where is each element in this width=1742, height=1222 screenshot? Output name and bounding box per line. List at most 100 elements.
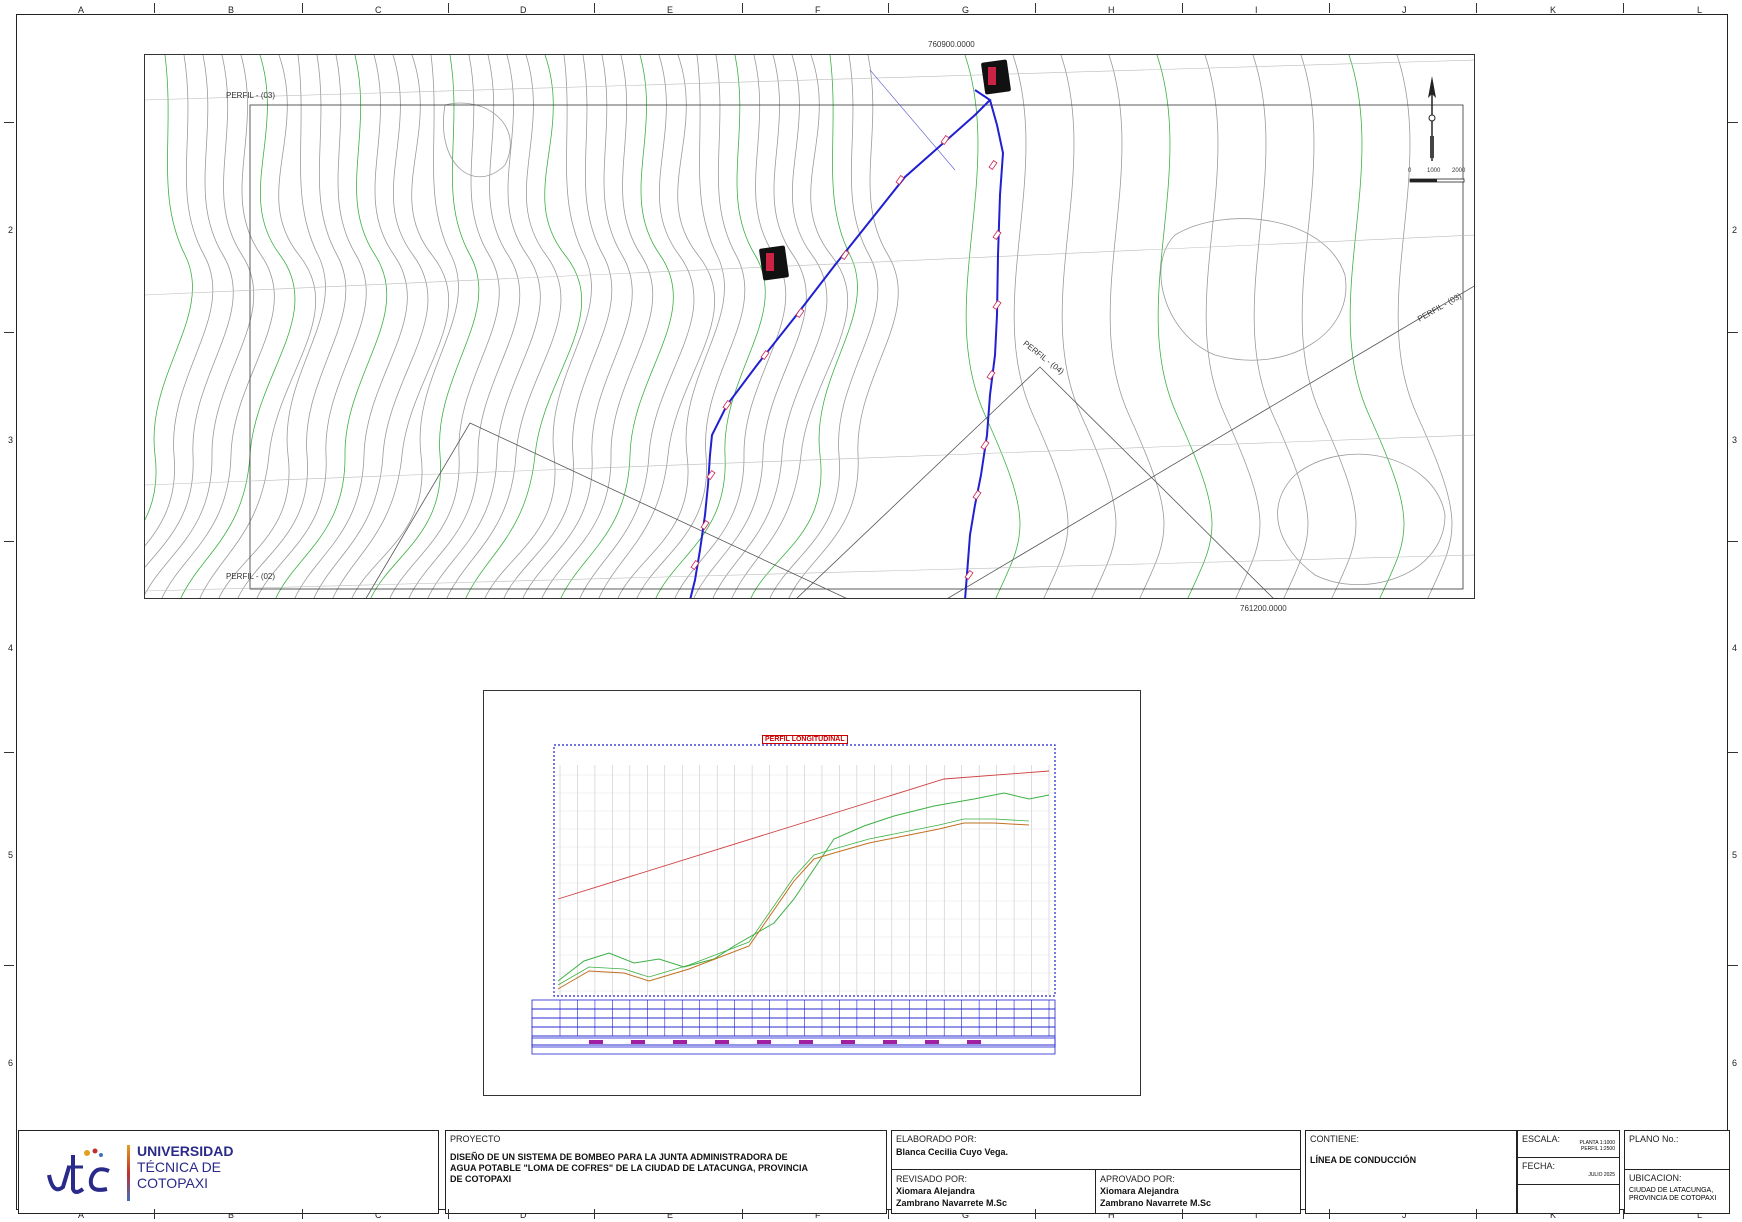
contour-line — [1204, 55, 1261, 598]
station-marker — [988, 160, 998, 170]
contour-line — [636, 55, 746, 598]
section-line — [796, 366, 1274, 598]
pipe-crown-line — [557, 818, 1030, 986]
contour-line — [1396, 55, 1453, 598]
station-marker — [986, 370, 996, 380]
column-label: E — [667, 1210, 674, 1220]
grid-tick — [4, 541, 14, 542]
plano-cell: PLANO No.: — [1624, 1130, 1730, 1170]
pipe-route-2 — [964, 99, 1005, 598]
column-label: G — [962, 1210, 970, 1220]
ubicacion-cell: UBICACION: CIUDAD DE LATACUNGA, PROVINCI… — [1624, 1169, 1730, 1214]
coordinate-top: 760900.0000 — [928, 40, 975, 49]
contour-line — [145, 55, 234, 568]
revisado-label: REVISADO POR: — [896, 1174, 968, 1184]
logo-cell: UNIVERSIDAD TÉCNICA DE COTOPAXI — [18, 1130, 439, 1214]
contour-line — [788, 55, 899, 598]
grid-tick — [888, 3, 889, 13]
grid-tick — [4, 122, 14, 123]
pipe-segment-label — [715, 1040, 729, 1044]
column-label: J — [1402, 1210, 1407, 1220]
contour-line — [256, 55, 367, 598]
terrain-line — [557, 792, 1050, 982]
contour-line — [389, 55, 500, 598]
contour-line — [731, 55, 849, 598]
profile-table-row — [531, 1037, 1056, 1048]
profile-table-row — [531, 1008, 1056, 1019]
column-label: I — [1255, 1210, 1258, 1220]
profile-table-row — [531, 1044, 1056, 1055]
grid-tick — [1728, 965, 1738, 966]
row-label: 5 — [8, 850, 14, 860]
column-label: C — [375, 5, 382, 15]
profile-table-row — [531, 1017, 1056, 1028]
contour-line — [427, 55, 541, 598]
grid-tick — [1182, 3, 1183, 13]
contour-line — [199, 55, 317, 598]
revisado-value-2: Zambrano Navarrete M.Sc — [896, 1198, 1008, 1208]
grid-tick — [448, 1209, 449, 1219]
pipe-segment-label — [631, 1040, 645, 1044]
logo-text-line2: TÉCNICA DE — [137, 1159, 222, 1175]
contour-line — [674, 55, 787, 598]
column-label: D — [520, 1210, 527, 1220]
plano-label: PLANO No.: — [1629, 1134, 1679, 1144]
elaborado-value: Blanca Cecilia Cuyo Vega. — [896, 1147, 1009, 1157]
contour-line — [237, 55, 347, 598]
column-label: A — [78, 1210, 85, 1220]
station-marker — [980, 440, 990, 450]
grid-tick — [1476, 1209, 1477, 1219]
coordinate-bottom: 761200.0000 — [1240, 604, 1287, 613]
station-marker — [992, 230, 1002, 240]
revisado-value-1: Xiomara Alejandra — [896, 1186, 975, 1196]
contour-line — [443, 102, 511, 177]
station-marker — [992, 300, 1002, 310]
ubicacion-value: CIUDAD DE LATACUNGA, PROVINCIA DE COTOPA… — [1629, 1187, 1717, 1202]
aprobado-label: APROVADO POR: — [1100, 1174, 1175, 1184]
column-label: F — [815, 5, 821, 15]
contour-line — [522, 55, 633, 598]
contour-line — [1156, 55, 1213, 598]
hydraulic-grade-line — [557, 770, 1050, 900]
fecha-cell: FECHA: JULIO 2025 — [1517, 1157, 1620, 1185]
grid-tick — [4, 752, 14, 753]
pipe-segment-label — [757, 1040, 771, 1044]
logo-text-line1: UNIVERSIDAD — [137, 1143, 234, 1159]
contour-line — [617, 55, 725, 598]
contour-line — [180, 55, 296, 598]
column-label: K — [1550, 5, 1557, 15]
column-label: A — [78, 5, 85, 15]
grid-tick — [1623, 1209, 1624, 1219]
escala-value-1: PLANTA 1:1000 — [1579, 1140, 1616, 1146]
contour-map — [145, 55, 1474, 598]
contour-line — [712, 55, 828, 598]
grid-tick — [154, 1209, 155, 1219]
profile-label-03: PERFIL - (03) — [226, 91, 276, 100]
contour-line — [541, 55, 654, 598]
contour-line — [275, 55, 388, 598]
contour-line — [693, 55, 807, 598]
contour-line — [579, 55, 695, 598]
contour-line — [1300, 55, 1357, 598]
row-label: 6 — [8, 1058, 14, 1068]
contour-line — [1277, 453, 1446, 586]
station-marker — [895, 175, 905, 185]
grid-tick — [1476, 3, 1477, 13]
profile-table-row — [531, 999, 1056, 1010]
column-label: L — [1697, 5, 1703, 15]
revisado-cell: REVISADO POR: Xiomara Alejandra Zambrano… — [891, 1169, 1097, 1214]
grid-line — [145, 554, 1474, 592]
blank-cell — [1517, 1184, 1620, 1214]
scale-tick-0: 0 — [1408, 168, 1412, 174]
profile-title: PERFIL LONGITUDINAL — [762, 735, 848, 744]
plan-view[interactable]: PERFIL - (03) PERFIL - (02) PERFIL - (04… — [144, 54, 1475, 599]
column-label: B — [228, 1210, 235, 1220]
contour-line — [503, 55, 613, 598]
station-marker — [700, 520, 710, 530]
profile-view[interactable]: PERFIL LONGITUDINAL — [483, 690, 1141, 1096]
station-marker — [722, 400, 732, 410]
utc-logo-icon — [43, 1145, 123, 1203]
grid-tick — [4, 332, 14, 333]
station-marker — [940, 135, 950, 145]
aprobado-value-1: Xiomara Alejandra — [1100, 1186, 1179, 1196]
